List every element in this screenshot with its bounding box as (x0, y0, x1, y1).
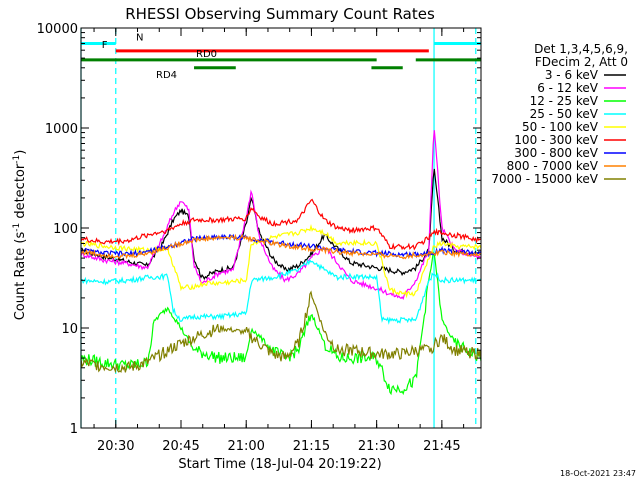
y-tick-label-0: 1 (70, 422, 78, 437)
legend: Det 1,3,4,5,6,9, FDecim 2, Att 0 3 - 6 k… (491, 42, 628, 186)
series-line-2 (80, 250, 482, 396)
series-line-7 (80, 233, 482, 260)
y-axis-label-exp2: -1 (12, 155, 22, 164)
legend-label-6: 300 - 800 keV (514, 146, 598, 160)
y-tick-label-3: 1000 (45, 122, 78, 137)
legend-label-4: 50 - 100 keV (522, 120, 599, 134)
series-line-6 (80, 233, 482, 259)
flag-label-f: F (102, 40, 108, 51)
y-tick-label-4: 10000 (37, 22, 78, 37)
series-line-3 (80, 258, 482, 325)
flag-label-rd0: RD0 (196, 49, 217, 60)
legend-label-2: 12 - 25 keV (530, 94, 599, 108)
series-line-4 (80, 223, 482, 299)
x-tick-label-4: 21:30 (358, 439, 395, 454)
flag-label-n: N (136, 32, 143, 43)
x-tick-label-1: 20:45 (162, 439, 199, 454)
x-tick-label-2: 21:00 (227, 439, 264, 454)
chart-title: RHESSI Observing Summary Count Rates (125, 5, 435, 23)
y-axis-label-end: ) (13, 150, 28, 155)
series-line-0 (80, 168, 482, 281)
legend-label-5: 100 - 300 keV (514, 133, 598, 147)
legend-label-0: 3 - 6 keV (545, 68, 599, 82)
series-line-5 (80, 198, 482, 251)
legend-label-7: 800 - 7000 keV (507, 159, 599, 173)
y-axis-label-mid: detector (13, 163, 28, 223)
y-axis-label-exp1: -1 (12, 223, 22, 232)
y-tick-label-1: 10 (61, 322, 78, 337)
x-axis-label: Start Time (18-Jul-04 20:19:22) (178, 457, 381, 472)
x-tick-label-3: 21:15 (293, 439, 330, 454)
legend-label-3: 25 - 50 keV (530, 107, 599, 121)
legend-label-8: 7000 - 15000 keV (491, 172, 598, 186)
series-line-8 (80, 290, 482, 374)
x-tick-label-5: 21:45 (423, 439, 460, 454)
flag-label-rd4: RD4 (156, 70, 177, 81)
y-axis-label: Count Rate (s-1 detector-1) (12, 150, 28, 321)
y-axis-label-main: Count Rate (s (13, 232, 28, 321)
plot-area: N F RD0 RD4 1 10 100 1000 10000 20:30 20:45 21:00 21… (37, 22, 482, 454)
x-tick-label-0: 20:30 (97, 439, 134, 454)
legend-header-detectors: Det 1,3,4,5,6,9, (534, 42, 628, 56)
legend-header-decimation: FDecim 2, Att 0 (535, 55, 628, 69)
footer-timestamp: 18-Oct-2021 23:47 (560, 469, 636, 478)
y-tick-label-2: 100 (53, 222, 78, 237)
legend-label-1: 6 - 12 keV (537, 81, 599, 95)
series-line-1 (80, 130, 482, 300)
